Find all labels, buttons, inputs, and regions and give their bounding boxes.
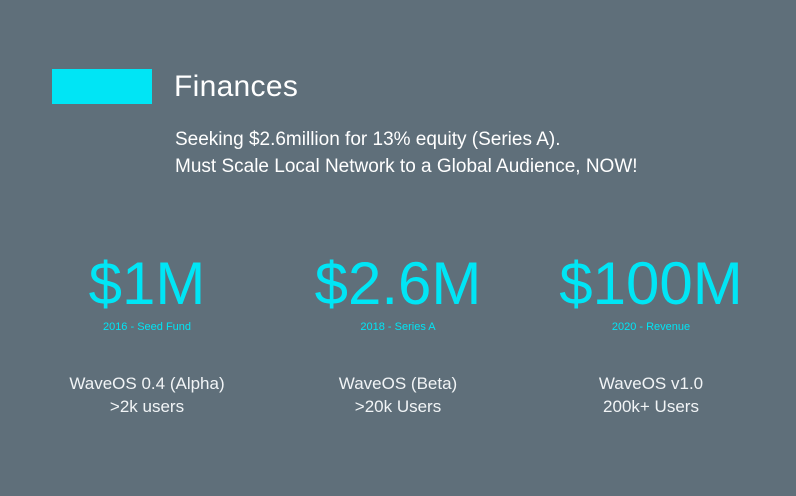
slide-subtitle: Seeking $2.6million for 13% equity (Seri… — [175, 126, 638, 180]
stat-caption: 2016 - Seed Fund — [102, 321, 192, 333]
stat-value: $2.6M — [314, 250, 482, 317]
stat-revenue: $100M 2020 - Revenue WaveOS v1.0 200k+ U… — [531, 248, 771, 418]
stat-description-line-1: WaveOS 0.4 (Alpha) — [69, 374, 225, 393]
stat-description-line-2: >2k users — [109, 397, 185, 416]
stat-caption: 2020 - Revenue — [611, 321, 691, 333]
subtitle-line-2: Must Scale Local Network to a Global Aud… — [175, 156, 638, 177]
stat-seed-fund: $1M 2016 - Seed Fund WaveOS 0.4 (Alpha) … — [27, 248, 267, 418]
subtitle-line-1: Seeking $2.6million for 13% equity (Seri… — [175, 129, 561, 150]
stat-description: WaveOS v1.0 200k+ Users — [531, 372, 771, 418]
stat-description: WaveOS 0.4 (Alpha) >2k users — [27, 372, 267, 418]
stat-description-line-2: >20k Users — [354, 397, 442, 416]
stat-description-line-2: 200k+ Users — [603, 397, 699, 416]
slide-title: Finances — [174, 70, 299, 103]
stat-value: $100M — [559, 250, 743, 317]
stat-description: WaveOS (Beta) >20k Users — [278, 372, 518, 418]
accent-bar — [52, 69, 152, 104]
stat-caption: 2018 - Series A — [360, 321, 436, 333]
stat-series-a: $2.6M 2018 - Series A WaveOS (Beta) >20k… — [278, 248, 518, 418]
stat-value: $1M — [88, 250, 206, 317]
stat-description-line-1: WaveOS (Beta) — [338, 374, 458, 393]
stat-description-line-1: WaveOS v1.0 — [598, 374, 704, 393]
